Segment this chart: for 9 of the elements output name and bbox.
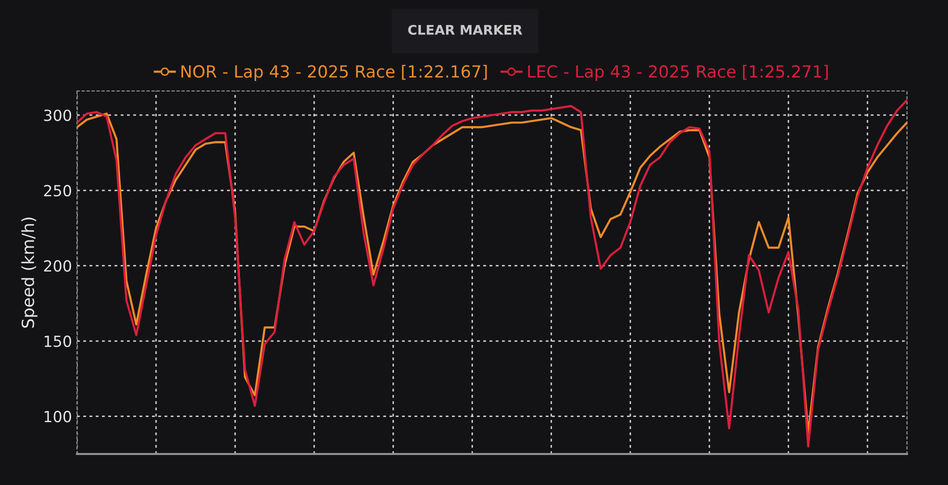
text: CLEAR MARKER (408, 24, 522, 35)
y-tick-label: 150 (44, 336, 72, 348)
y-axis-title: Speed (km/h) (21, 218, 38, 328)
y-tick-label: 250 (44, 184, 72, 196)
y-tick-label: 200 (44, 260, 72, 272)
y-tick-label: 100 (44, 410, 72, 422)
y-tick-label: 300 (44, 110, 72, 122)
legend-label: NOR - Lap 43 - 2025 Race [1:22.167] (181, 64, 487, 81)
legend-label: LEC - Lap 43 - 2025 Race [1:25.271] (528, 64, 828, 81)
